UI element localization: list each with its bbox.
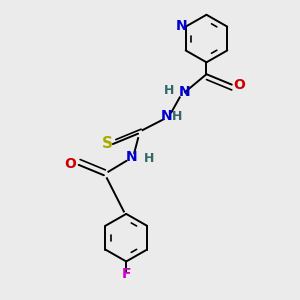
Text: N: N: [126, 150, 137, 164]
Text: O: O: [233, 78, 245, 92]
Text: S: S: [101, 136, 112, 151]
Text: N: N: [178, 85, 190, 99]
Text: N: N: [176, 19, 187, 33]
Text: H: H: [144, 152, 154, 164]
Text: N: N: [161, 109, 172, 123]
Text: H: H: [164, 84, 175, 97]
Text: H: H: [172, 110, 182, 123]
Text: O: O: [64, 157, 76, 171]
Text: F: F: [122, 267, 131, 281]
